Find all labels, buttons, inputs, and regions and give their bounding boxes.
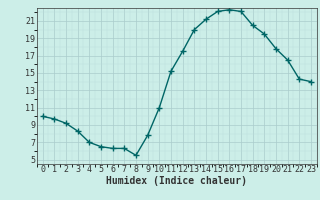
X-axis label: Humidex (Indice chaleur): Humidex (Indice chaleur) [106,176,247,186]
